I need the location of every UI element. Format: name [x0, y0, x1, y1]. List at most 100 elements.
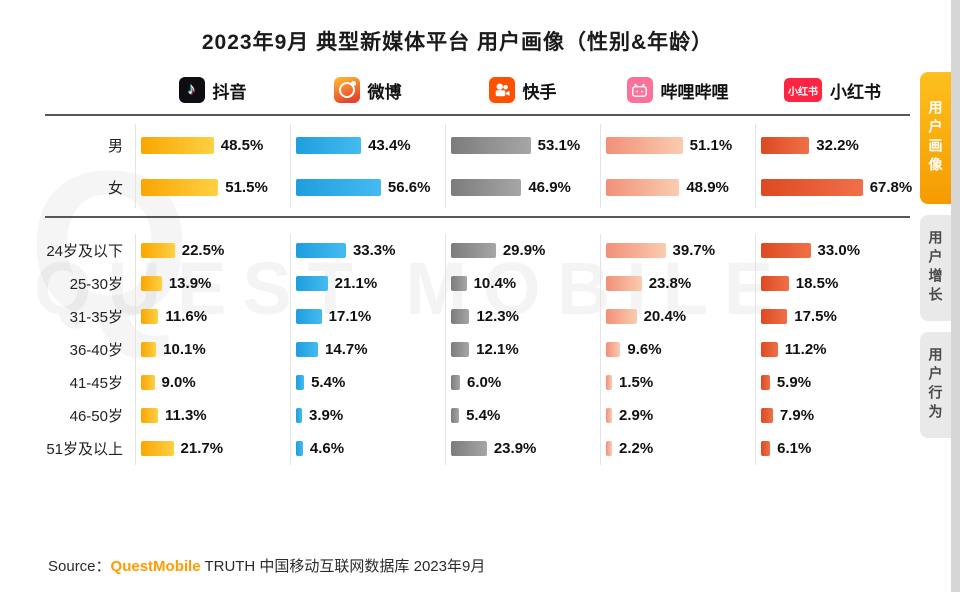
platform-kuaishou: 快手 [445, 77, 600, 103]
page-title: 2023年9月 典型新媒体平台 用户画像（性别&年龄） [201, 31, 714, 54]
value-label: 11.3% [164, 407, 207, 424]
value-label: 13.9% [168, 275, 212, 292]
platform-name: 哔哩哔哩 [660, 82, 729, 102]
tab-user-growth[interactable]: 用户增长 [920, 215, 951, 321]
gender-section: 男女 48.5% 51.5% 43.4% 56.6% 53.1% 46.9% 51.1% 48.… [45, 114, 912, 218]
bar-row: 13.9% [136, 267, 290, 300]
bar [296, 441, 303, 456]
bar-row: 23.9% [446, 432, 600, 465]
bar [606, 309, 637, 324]
bilibili-bars-column: 51.1% 48.9% [600, 124, 755, 208]
bar-row: 5.9% [756, 366, 910, 399]
row-label: 31-35岁 [69, 309, 123, 326]
row-labels-column: 男女 [45, 124, 135, 208]
bar [141, 136, 214, 154]
xiaohongshu-bars-column: 32.2% 67.8% [755, 124, 912, 208]
bar-row: 21.1% [291, 267, 445, 300]
value-label: 17.1% [328, 308, 372, 325]
bar-row: 12.1% [446, 333, 600, 366]
bar-row: 23.8% [601, 267, 755, 300]
platform-name: 快手 [522, 82, 557, 102]
platform-name: 微博 [367, 82, 402, 102]
bar-row: 22.5% [136, 234, 290, 267]
bar-row: 17.1% [291, 300, 445, 333]
bar-row: 32.2% [756, 124, 910, 166]
platform-bilibili: 哔哩哔哩 [600, 77, 755, 103]
value-label: 6.1% [777, 440, 812, 457]
bar [761, 408, 773, 423]
bar [606, 276, 642, 291]
bar-row: 43.4% [291, 124, 445, 166]
tab-user-profile[interactable]: 用户画像 [920, 72, 951, 204]
bar-row: 20.4% [601, 300, 755, 333]
value-label: 56.6% [387, 178, 431, 196]
source-suffix: TRUTH 中国移动互联网数据库 2023年9月 [200, 558, 486, 575]
value-label: 14.7% [325, 341, 368, 358]
value-label: 33.0% [817, 242, 861, 259]
bar [141, 375, 155, 390]
bar-row: 33.3% [291, 234, 445, 267]
platform-name: 抖音 [212, 82, 247, 102]
tab-user-behavior[interactable]: 用户行为 [920, 332, 951, 438]
bar [296, 408, 302, 423]
weibo-icon [333, 77, 360, 103]
bar-row: 11.2% [756, 333, 910, 366]
row-label: 46-50岁 [69, 408, 123, 425]
value-label: 43.4% [368, 136, 411, 154]
bar-row: 48.5% [136, 124, 290, 166]
bar-row: 6.0% [446, 366, 600, 399]
age-section: 24岁及以下 25-30岁 31-35岁 36-40岁 41-45岁 46-50岁 51岁及… [45, 218, 910, 469]
value-label: 51.5% [225, 178, 268, 196]
bilibili-bars-column: 39.7% 23.8% 20.4% 9.6% 1.5% 2.9% 2.2% [600, 234, 755, 465]
bar [296, 309, 322, 324]
bar-row: 33.0% [756, 234, 910, 267]
bilibili-icon [626, 77, 653, 103]
value-label: 21.7% [180, 440, 224, 457]
bar-row: 29.9% [446, 234, 600, 267]
source-line: Source：QuestMobile TRUTH 中国移动互联网数据库 2023… [48, 555, 485, 576]
bar-row: 11.6% [136, 300, 290, 333]
bar-row: 2.9% [601, 399, 755, 432]
bar [141, 243, 175, 258]
bar [296, 136, 362, 154]
row-labels-column: 24岁及以下 25-30岁 31-35岁 36-40岁 41-45岁 46-50岁 51岁及… [45, 234, 135, 465]
kuaishou-bars-column: 29.9% 10.4% 12.3% 12.1% 6.0% 5.4% 23.9% [445, 234, 600, 465]
bar-row: 10.4% [446, 267, 600, 300]
bar [296, 178, 381, 196]
bar-row: 21.7% [136, 432, 290, 465]
bar-row: 39.7% [601, 234, 755, 267]
bar-row: 1.5% [601, 366, 755, 399]
bar [451, 243, 496, 258]
row-label: 24岁及以下 [46, 243, 123, 260]
chart: ♪ 抖音 微博 快手 哔哩哔哩 小红书 小红书 男女 48.5% 51.5% 43.4% 56.6%… [45, 66, 912, 469]
platform-xiaohongshu: 小红书 小红书 [755, 78, 910, 103]
douyin-bars-column: 48.5% 51.5% [135, 124, 290, 208]
bar [606, 408, 612, 423]
douyin-icon: ♪ [178, 77, 205, 103]
bar [606, 136, 683, 154]
bar [451, 178, 522, 196]
bar-row: 10.1% [136, 333, 290, 366]
source-prefix: Source： [48, 558, 111, 575]
value-label: 12.3% [476, 308, 519, 325]
value-label: 7.9% [779, 407, 815, 424]
bar [761, 136, 810, 154]
bar-row: 51.5% [136, 166, 290, 208]
side-rail [951, 0, 960, 592]
row-label: 25-30岁 [69, 276, 123, 293]
bar [451, 276, 467, 291]
value-label: 1.5% [619, 374, 654, 391]
bar-row: 4.6% [291, 432, 445, 465]
bar [451, 136, 531, 154]
bar-row: 9.6% [601, 333, 755, 366]
row-label: 女 [107, 179, 123, 197]
row-label: 41-45岁 [69, 375, 123, 392]
value-label: 2.2% [619, 440, 654, 457]
bar-row: 11.3% [136, 399, 290, 432]
bar [451, 408, 460, 423]
value-label: 23.8% [648, 275, 692, 292]
platform-header: ♪ 抖音 微博 快手 哔哩哔哩 小红书 小红书 [45, 66, 910, 114]
bar [451, 441, 487, 456]
bar [451, 309, 470, 324]
value-label: 29.9% [502, 242, 546, 259]
